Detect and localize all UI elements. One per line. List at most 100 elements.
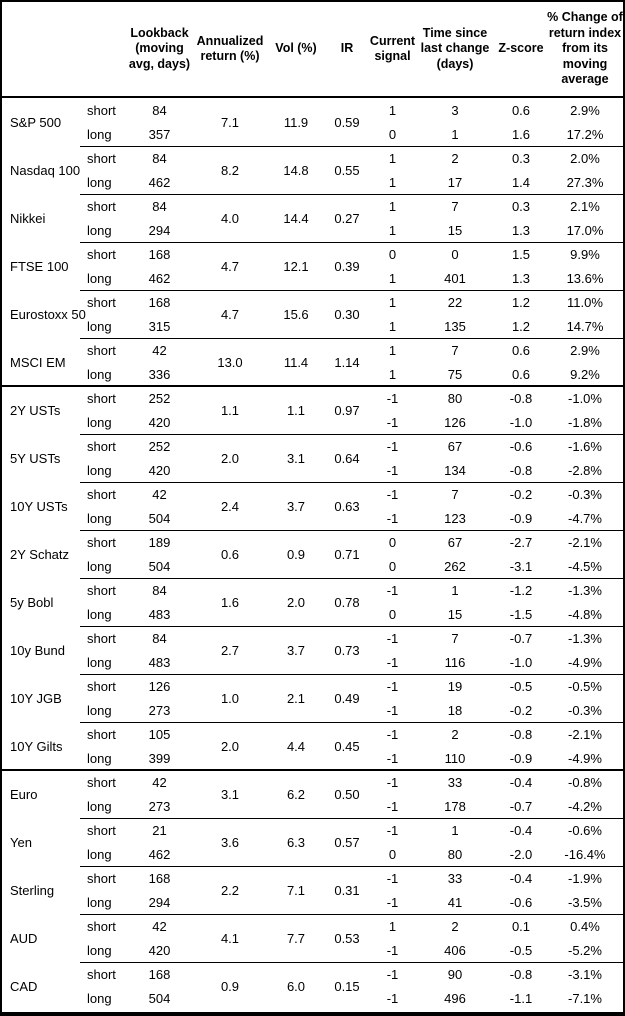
lookback-short: 42 (152, 486, 167, 502)
pct-change-short: -0.6% (568, 822, 602, 838)
vol-value: 11.4 (283, 354, 309, 370)
zscore-long: 0.6 (511, 366, 531, 382)
pct-change-short: -2.1% (568, 726, 602, 742)
pct-change-short: -2.1% (568, 534, 602, 550)
lookback-short: 168 (148, 294, 171, 310)
time-since-short: 19 (447, 678, 463, 694)
ir-value: 0.97 (334, 402, 360, 418)
asset-name: Eurostoxx 50 (10, 306, 86, 322)
asset-name: 10y Bund (10, 642, 65, 658)
horizon-long: long (87, 462, 112, 478)
time-since-long: 135 (444, 318, 466, 334)
time-since-short: 2 (451, 726, 459, 742)
header-annualized-return: Annualized return (%) (196, 33, 264, 64)
signal-short: 1 (388, 102, 397, 118)
asset-name: Euro (10, 786, 38, 802)
asset-name: S&P 500 (10, 114, 62, 130)
asset-name: MSCI EM (10, 354, 66, 370)
pct-change-long: -4.7% (568, 510, 602, 526)
time-since-short: 1 (451, 582, 459, 598)
signal-long: 1 (388, 222, 397, 238)
lookback-short: 84 (152, 198, 167, 214)
vol-value: 6.3 (286, 834, 306, 850)
zscore-long: 1.6 (511, 126, 531, 142)
time-since-short: 7 (451, 198, 459, 214)
signal-short: -1 (386, 822, 399, 838)
pct-change-long: -4.9% (568, 750, 602, 766)
zscore-short: 0.6 (511, 342, 531, 358)
signal-long: 1 (388, 174, 397, 190)
annualized-return-value: 3.6 (220, 834, 240, 850)
annualized-return-value: 7.1 (220, 114, 240, 130)
pct-change-long: 13.6% (566, 270, 604, 286)
annualized-return-value: 1.1 (220, 402, 240, 418)
zscore-long: 1.4 (511, 174, 531, 190)
vol-value: 14.4 (283, 210, 309, 226)
header-vol: Vol (%) (275, 41, 317, 56)
signal-long: 1 (388, 270, 397, 286)
time-since-long: 496 (444, 990, 466, 1006)
time-since-long: 262 (444, 558, 466, 574)
horizon-short: short (87, 246, 116, 262)
lookback-short: 126 (148, 678, 171, 694)
asset-name: 5Y USTs (10, 450, 61, 466)
vol-value: 0.9 (286, 546, 306, 562)
lookback-long: 399 (148, 750, 171, 766)
ir-value: 0.53 (334, 930, 360, 946)
time-since-short: 1 (451, 822, 459, 838)
header-time-since-last-change: Time since last change (days) (420, 25, 490, 71)
header-asset (2, 2, 80, 96)
zscore-short: -0.5 (509, 678, 533, 694)
asset-group-row: 10Y Gilts short long 105 399 2.0 4.4 0.4… (2, 722, 623, 770)
signal-long: -1 (386, 462, 399, 478)
ir-value: 0.63 (334, 498, 360, 514)
zscore-short: 1.5 (511, 246, 531, 262)
lookback-short: 84 (152, 102, 167, 118)
zscore-long: -3.1 (509, 558, 533, 574)
asset-group-row: 2Y Schatz short long 189 504 0.6 0.9 0.7… (2, 530, 623, 578)
pct-change-short: 2.0% (570, 150, 600, 166)
header-pct-change: % Change of return index from its moving… (547, 10, 623, 87)
ir-value: 0.59 (334, 114, 360, 130)
horizon-short: short (87, 870, 116, 886)
asset-name: Yen (10, 834, 32, 850)
zscore-short: -2.7 (509, 534, 533, 550)
ir-value: 0.78 (334, 594, 360, 610)
asset-group-row: Yen short long 21 462 3.6 6.3 0.57 -1 0 … (2, 818, 623, 866)
ir-value: 0.73 (334, 642, 360, 658)
pct-change-short: -1.0% (568, 390, 602, 406)
signal-short: 0 (388, 534, 397, 550)
horizon-short: short (87, 198, 116, 214)
ir-value: 0.71 (334, 546, 360, 562)
time-since-long: 123 (444, 510, 466, 526)
lookback-long: 294 (148, 222, 171, 238)
vol-value: 4.4 (286, 738, 306, 754)
time-since-short: 7 (451, 486, 459, 502)
signal-short: -1 (386, 726, 399, 742)
asset-group-row: 5y Bobl short long 84 483 1.6 2.0 0.78 -… (2, 578, 623, 626)
time-since-short: 33 (447, 870, 463, 886)
lookback-long: 462 (148, 846, 171, 862)
pct-change-long: -2.8% (568, 462, 602, 478)
ir-value: 1.14 (334, 354, 360, 370)
vol-value: 2.1 (286, 690, 306, 706)
pct-change-short: -0.3% (568, 486, 602, 502)
asset-name: 2Y Schatz (10, 546, 70, 562)
lookback-long: 504 (148, 990, 171, 1006)
ir-value: 0.57 (334, 834, 360, 850)
zscore-long: -0.5 (509, 942, 533, 958)
signal-long: -1 (386, 750, 399, 766)
pct-change-long: -4.8% (568, 606, 602, 622)
zscore-short: -0.8 (509, 390, 533, 406)
asset-group-row: Euro short long 42 273 3.1 6.2 0.50 -1 -… (2, 769, 623, 818)
ir-value: 0.45 (334, 738, 360, 754)
horizon-short: short (87, 822, 116, 838)
horizon-long: long (87, 414, 112, 430)
zscore-long: -0.2 (509, 702, 533, 718)
asset-name: FTSE 100 (10, 258, 69, 274)
lookback-short: 252 (148, 438, 171, 454)
pct-change-long: 9.2% (570, 366, 600, 382)
signal-long: 1 (388, 318, 397, 334)
lookback-short: 42 (152, 342, 167, 358)
